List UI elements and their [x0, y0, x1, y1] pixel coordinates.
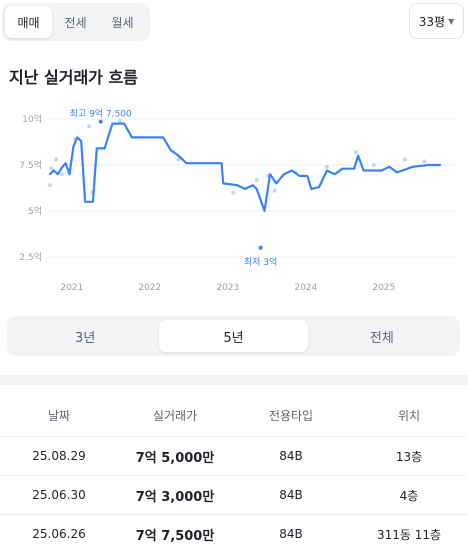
scatter-point — [254, 177, 259, 182]
series-line — [48, 122, 442, 213]
scatter-point — [176, 157, 181, 162]
scatter-point — [422, 159, 427, 164]
chart-svg: 10억 7.5억 5억 2.5억 2021 2022 2023 2024 2025 최고 9억 7… — [19, 108, 455, 293]
row-type: 84B — [279, 527, 303, 541]
y-tick-label: 2.5억 — [19, 251, 42, 263]
header-location: 위치 — [397, 409, 421, 423]
row-date: 25.06.26 — [32, 527, 86, 541]
size-select-value: 33평 — [418, 14, 446, 29]
transactions-table: 날짜 실거래가 전용타입 위치 25.08.29 7억 5,000만 84B 1… — [0, 395, 468, 550]
tab-sale[interactable]: 매매 — [5, 6, 52, 38]
scatter-point — [49, 166, 54, 171]
scatter-point — [324, 164, 329, 169]
scatter-point — [87, 124, 91, 129]
table-row[interactable]: 25.06.30 7억 3,000만 84B 4층 — [0, 476, 468, 515]
range-tabs: 3년 5년 전체 — [7, 316, 460, 356]
size-select[interactable]: 33평 ▼ — [409, 3, 464, 39]
row-date: 25.06.30 — [32, 488, 86, 502]
table-row[interactable]: 25.06.26 7억 7,500만 84B 311동 11층 — [0, 515, 468, 550]
scatter-point — [371, 163, 376, 167]
x-tick-label: 2022 — [138, 283, 161, 293]
scatter-point — [353, 150, 358, 155]
scatter-point — [272, 188, 277, 193]
scatter-point — [402, 157, 407, 162]
row-date: 25.08.29 — [32, 449, 86, 463]
row-price: 7억 5,000만 — [135, 450, 215, 466]
row-location: 311동 11층 — [376, 527, 442, 542]
x-tick-label: 2025 — [372, 283, 395, 293]
x-tick-label: 2021 — [60, 283, 83, 293]
row-location: 13층 — [395, 449, 423, 464]
min-price-label: 최저 3억 — [244, 256, 277, 268]
table-row[interactable]: 25.08.29 7억 5,000만 84B 13층 — [0, 437, 468, 476]
row-type: 84B — [279, 488, 303, 502]
max-price-label: 최고 9억 7,500 — [70, 108, 132, 120]
caret-down-icon: ▼ — [448, 16, 455, 26]
table-header: 날짜 실거래가 전용타입 위치 — [0, 395, 468, 437]
header-date: 날짜 — [47, 409, 71, 423]
min-point-marker — [258, 245, 263, 250]
section-divider — [0, 375, 468, 385]
y-tick-label: 5억 — [28, 205, 42, 217]
scatter-point — [59, 172, 64, 177]
tab-jeonse[interactable]: 전세 — [64, 15, 87, 30]
row-location: 4층 — [399, 488, 419, 503]
x-tick-label: 2023 — [216, 283, 239, 293]
scatter-point — [231, 190, 236, 195]
max-point-marker — [98, 119, 103, 124]
tab-all[interactable]: 전체 — [369, 330, 394, 346]
scatter-point — [48, 183, 52, 188]
price-history-chart: 10억 7.5억 5억 2.5억 2021 2022 2023 2024 2025 최고 9억 7… — [0, 100, 468, 300]
tab-3-years[interactable]: 3년 — [75, 330, 96, 346]
deal-type-tabs: 매매 전세 월세 — [2, 3, 150, 41]
row-price: 7억 3,000만 — [135, 489, 215, 505]
header-price: 실거래가 — [152, 409, 198, 423]
scatter-point — [54, 157, 59, 162]
x-tick-label: 2024 — [294, 283, 317, 293]
scatter-point — [118, 118, 123, 123]
row-type: 84B — [279, 449, 303, 463]
row-price: 7억 7,500만 — [135, 528, 215, 544]
y-tick-label: 10억 — [22, 113, 42, 125]
header-type: 전용타입 — [268, 409, 314, 423]
section-title: 지난 실거래가 흐름 — [9, 68, 138, 87]
y-tick-label: 7.5억 — [19, 159, 42, 171]
tab-monthly-rent[interactable]: 월세 — [111, 15, 134, 30]
tab-5-years[interactable]: 5년 — [159, 320, 308, 352]
